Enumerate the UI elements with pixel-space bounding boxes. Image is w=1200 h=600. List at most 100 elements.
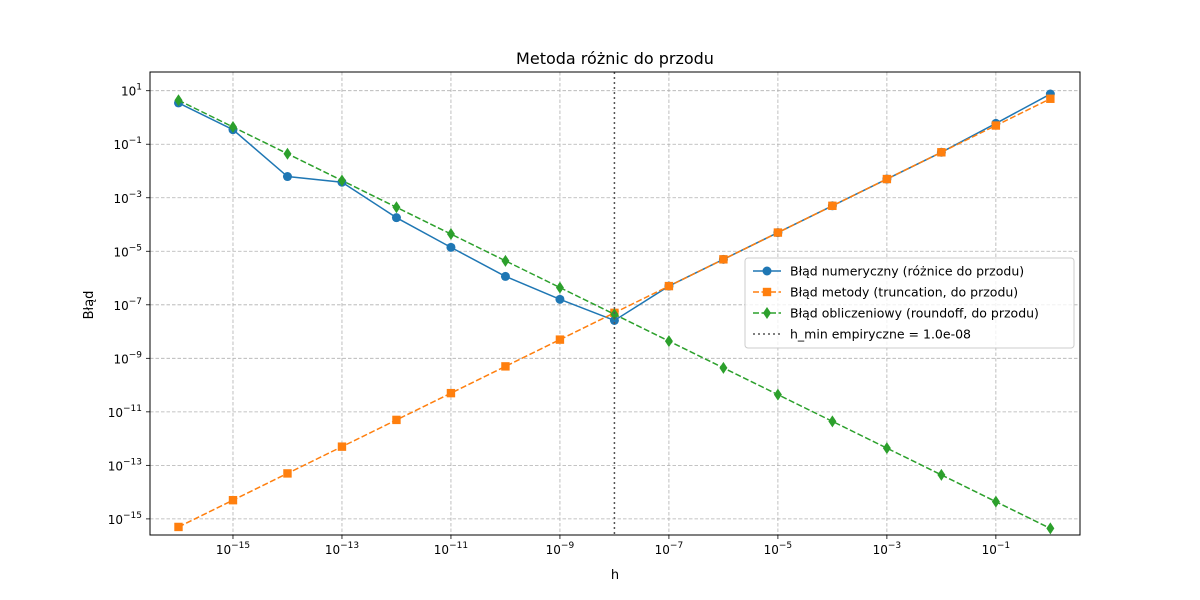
legend-marker [763, 307, 771, 319]
data-point [773, 228, 783, 237]
x-tick-base: 10 [216, 543, 231, 557]
y-tick-exponent: −1 [129, 136, 142, 146]
y-tick-label: 10−5 [113, 243, 142, 259]
y-tick-base: 10 [108, 513, 123, 527]
y-tick-label: 10−9 [113, 350, 142, 366]
x-tick-label: 10−13 [325, 541, 359, 557]
data-point [228, 121, 237, 134]
data-point [500, 271, 510, 281]
x-tick-label: 10−3 [873, 541, 902, 557]
x-tick-exponent: −1 [997, 541, 1010, 551]
legend-box [744, 257, 1075, 349]
x-tick-label: 10−5 [764, 541, 793, 557]
chart-title: Metoda różnic do przodu [516, 49, 714, 68]
data-point [555, 294, 565, 304]
data-point [446, 388, 456, 398]
y-tick-exponent: −15 [123, 511, 142, 521]
y-tick-base: 10 [108, 459, 123, 473]
x-tick-base: 10 [655, 543, 670, 557]
x-tick-exponent: −7 [670, 541, 683, 551]
legend-label: Błąd numeryczny (różnice do przodu) [790, 264, 1024, 279]
data-point [882, 174, 892, 184]
data-point [610, 308, 619, 321]
y-tick-label: 10−11 [108, 404, 142, 420]
plot-area [173, 72, 1055, 535]
data-point [501, 362, 510, 371]
data-point [228, 495, 238, 505]
y-tick-base: 10 [121, 85, 136, 99]
x-tick-exponent: −5 [779, 541, 792, 551]
legend-item: h_min empiryczne = 1.0e-08 [753, 327, 971, 342]
data-point [609, 315, 619, 325]
legend-marker [762, 287, 772, 297]
y-tick-label: 10−15 [108, 511, 142, 527]
data-point [283, 469, 292, 478]
y-tick-label: 10−3 [113, 190, 142, 206]
y-tick-base: 10 [108, 406, 123, 420]
y-tick-exponent: −3 [129, 190, 142, 200]
x-tick-base: 10 [982, 543, 997, 557]
x-tick-base: 10 [764, 543, 779, 557]
data-point [392, 201, 401, 214]
legend-item: Błąd metody (truncation, do przodu) [753, 285, 1018, 300]
x-tick-label: 10−9 [546, 541, 575, 557]
x-tick-label: 10−7 [655, 541, 684, 557]
legend-label: Błąd metody (truncation, do przodu) [790, 285, 1018, 300]
x-tick-base: 10 [325, 543, 340, 557]
x-tick-base: 10 [434, 543, 449, 557]
y-tick-exponent: −7 [129, 297, 142, 307]
data-point [1046, 522, 1055, 535]
data-point [446, 228, 455, 241]
x-tick-base: 10 [546, 543, 561, 557]
data-point [174, 94, 183, 107]
y-tick-base: 10 [113, 245, 128, 259]
x-tick-base: 10 [873, 543, 888, 557]
data-point [174, 522, 183, 532]
data-point [282, 172, 292, 182]
y-tick-label: 101 [121, 83, 142, 99]
data-point [555, 281, 564, 294]
data-point [773, 388, 782, 401]
data-point [828, 201, 837, 211]
data-point [337, 442, 347, 451]
y-tick-label: 10−13 [108, 457, 142, 473]
x-tick-exponent: −15 [231, 541, 250, 551]
data-point [392, 415, 401, 425]
y-tick-exponent: −5 [129, 243, 142, 253]
legend-label: Błąd obliczeniowy (roundoff, do przodu) [790, 306, 1039, 321]
y-tick-base: 10 [113, 352, 128, 366]
data-point [391, 213, 401, 223]
x-tick-label: 10−1 [982, 541, 1011, 557]
data-point [937, 468, 946, 481]
x-axis-label: h [611, 568, 619, 583]
data-point [555, 335, 565, 344]
x-tick-exponent: −9 [561, 541, 575, 551]
y-tick-exponent: −11 [123, 404, 142, 414]
data-point [337, 174, 346, 187]
data-point [828, 415, 837, 428]
legend-marker [762, 266, 772, 276]
x-axis-ticks: 10−15 10−13 10−11 10−9 10−7 10−5 10−3 10−1 [216, 535, 1010, 557]
legend-label: h_min empiryczne = 1.0e-08 [790, 327, 971, 342]
x-tick-exponent: −3 [888, 541, 901, 551]
y-tick-base: 10 [113, 138, 128, 152]
y-tick-label: 10−1 [113, 136, 142, 152]
data-point [501, 254, 510, 267]
y-axis-label: Błąd [82, 291, 97, 320]
data-point [991, 495, 1000, 508]
x-tick-label: 10−11 [434, 541, 468, 557]
x-tick-exponent: −13 [340, 541, 359, 551]
data-point [719, 361, 728, 374]
data-point [664, 281, 674, 291]
x-tick-label: 10−15 [216, 541, 250, 557]
data-point [446, 242, 456, 252]
y-tick-exponent: 1 [136, 83, 142, 93]
data-point [283, 147, 292, 160]
axes-frame [149, 71, 1081, 536]
legend-item: Błąd obliczeniowy (roundoff, do przodu) [753, 306, 1039, 321]
y-tick-base: 10 [113, 192, 128, 206]
series-3 [174, 94, 1055, 535]
y-tick-exponent: −9 [129, 350, 143, 360]
